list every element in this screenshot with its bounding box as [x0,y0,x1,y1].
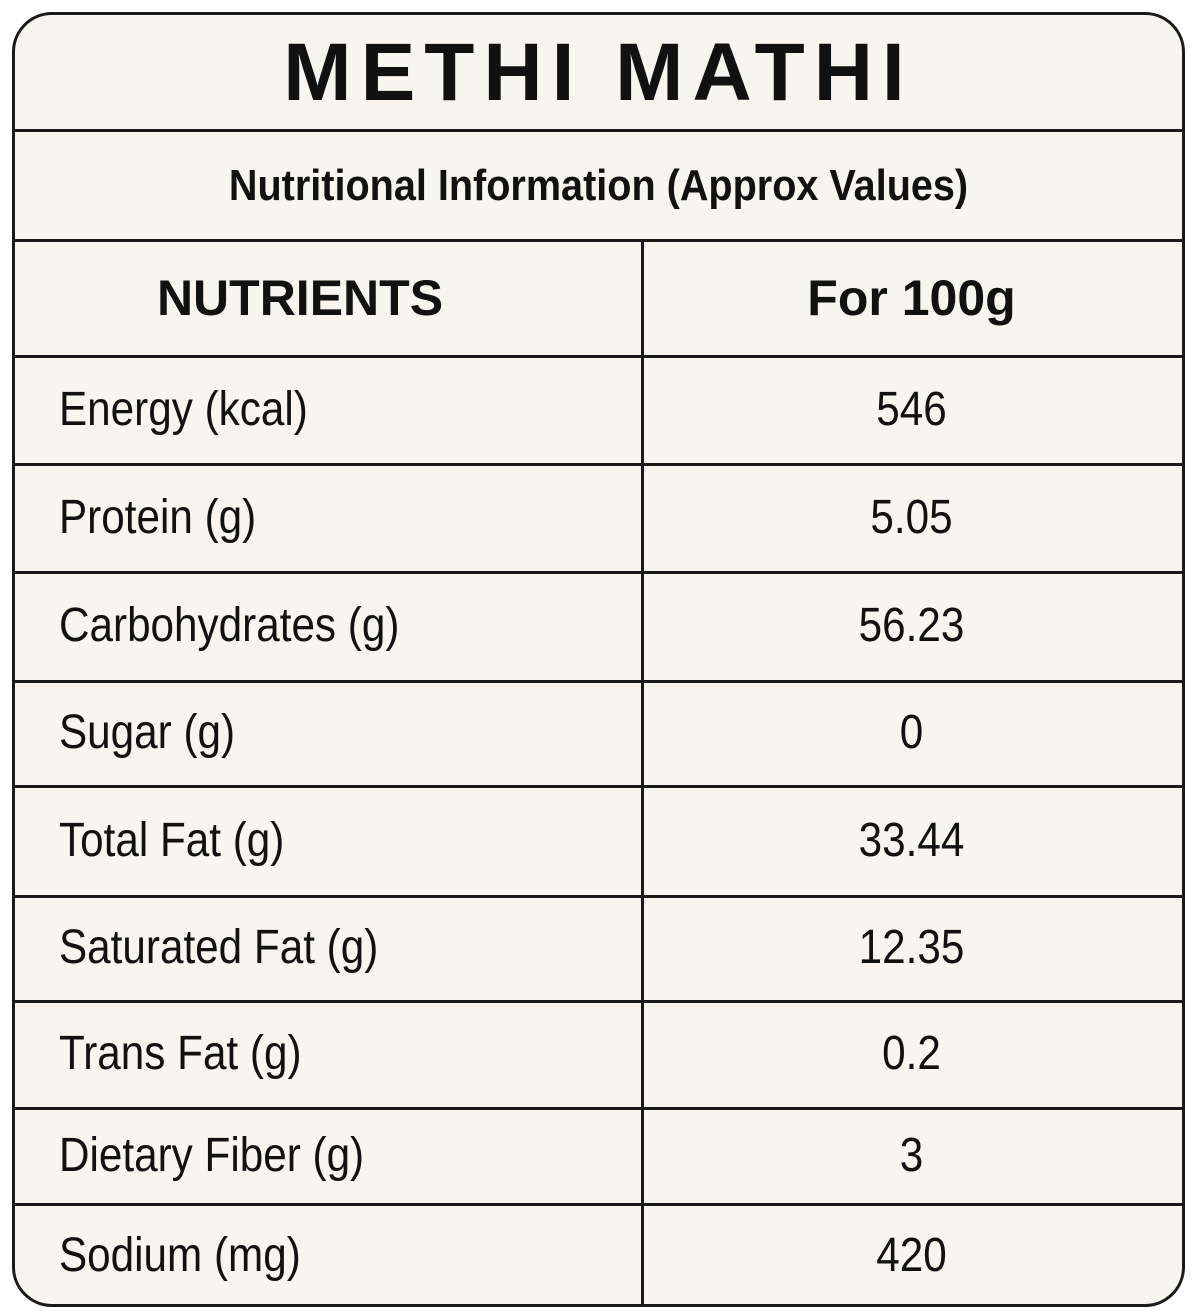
nutrient-name: Dietary Fiber (g) [59,1128,365,1182]
nutrient-name: Sodium (mg) [59,1228,301,1282]
row-divider [15,785,1182,788]
nutrient-value: 12.35 [858,921,965,974]
title: METHI MATHI [283,27,914,118]
column-divider [641,241,644,1304]
row-divider [15,355,1182,358]
nutrient-value: 3 [899,1128,924,1182]
nutrient-name: Energy (kcal) [59,382,308,436]
row-divider [15,1000,1182,1003]
divider [15,129,1182,132]
nutrient-value: 0 [899,706,924,759]
row-divider [15,463,1182,466]
nutrient-value: 33.44 [858,813,965,867]
nutrient-name: Saturated Fat (g) [59,921,379,974]
nutrient-name: Trans Fat (g) [59,1027,302,1080]
nutrient-value: 0.2 [882,1027,941,1080]
nutrient-value: 420 [876,1228,947,1282]
row-divider [15,571,1182,574]
divider [15,239,1182,242]
nutrient-value: 546 [876,382,947,436]
nutrient-name: Total Fat (g) [59,813,285,867]
subtitle: Nutritional Information (Approx Values) [228,161,969,210]
nutrient-value: 56.23 [858,599,965,652]
column-header: For 100g [807,270,1016,326]
row-divider [15,680,1182,683]
nutrition-label: METHI MATHI Nutritional Information (App… [12,12,1185,1307]
row-divider [15,1203,1182,1206]
nutrient-value: 5.05 [870,490,953,544]
nutrient-name: Protein (g) [59,490,257,544]
row-divider [15,1107,1182,1110]
nutrient-name: Carbohydrates (g) [59,599,400,652]
column-header: NUTRIENTS [156,270,444,326]
row-divider [15,895,1182,898]
nutrient-name: Sugar (g) [59,706,236,759]
